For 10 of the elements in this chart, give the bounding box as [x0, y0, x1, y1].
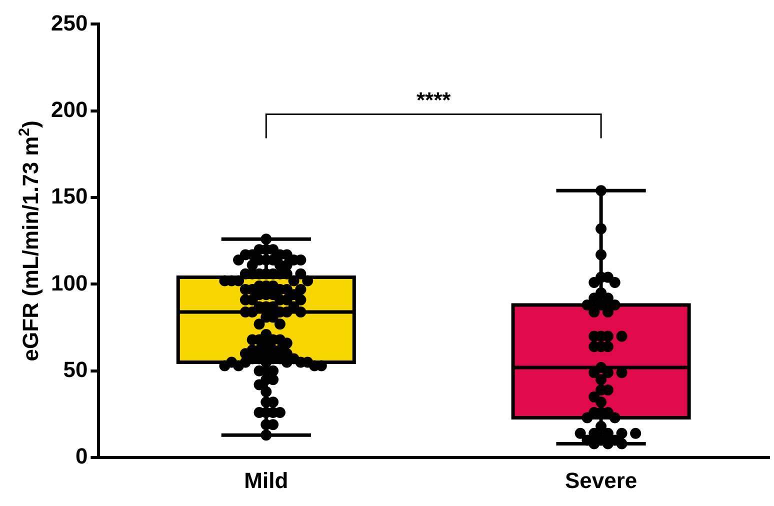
y-tick-label: 150	[50, 184, 88, 209]
x-tick-label: Severe	[564, 468, 638, 493]
x-tick-label: Mild	[244, 468, 288, 493]
y-tick-label: 0	[75, 444, 88, 469]
y-tick-label: 100	[50, 270, 88, 296]
annotation: ****	[416, 87, 452, 112]
y-axis-title: eGFR (mL/min/1.73 m2)	[16, 120, 43, 362]
y-tick-label: 50	[63, 356, 88, 382]
y-tick-label: 200	[50, 96, 88, 122]
y-tick-label: 250	[50, 10, 88, 36]
